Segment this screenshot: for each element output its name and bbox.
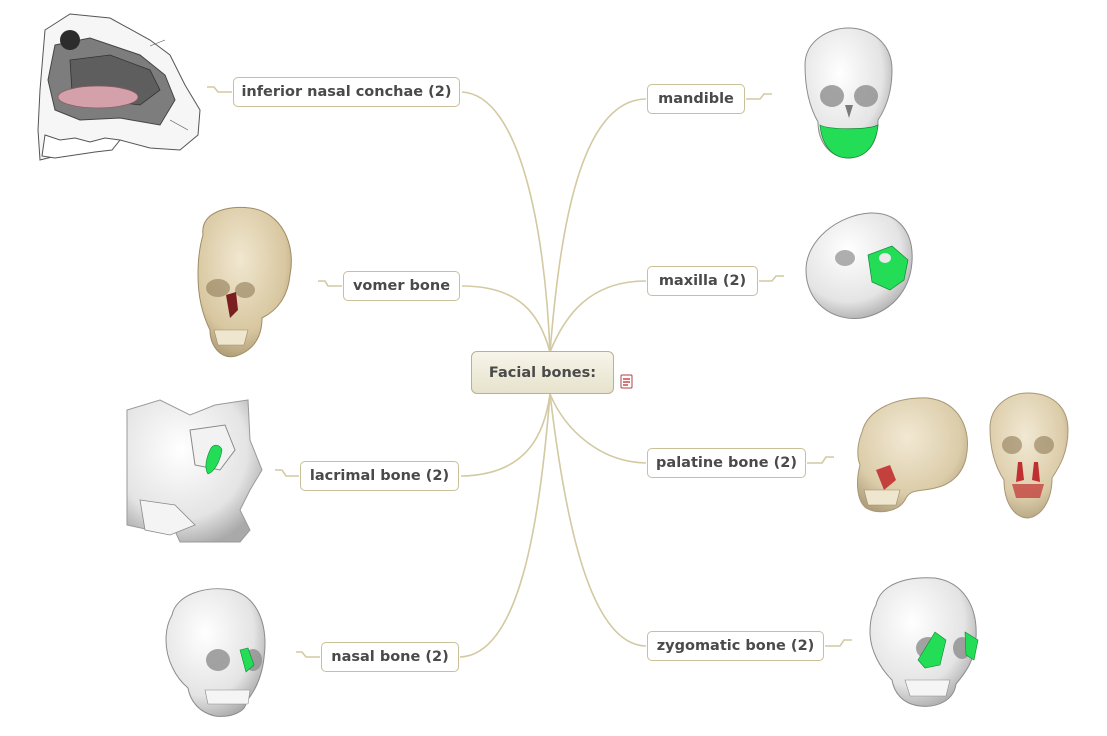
branch-nasal-bone[interactable]: nasal bone (2) [321,642,459,672]
branch-label: maxilla (2) [658,273,747,289]
maxilla-skull-image [805,212,913,319]
vomer-skull-image [197,206,292,358]
branch-label: mandible [658,91,734,107]
branch-palatine-bone[interactable]: palatine bone (2) [647,448,806,478]
branch-maxilla[interactable]: maxilla (2) [647,266,758,296]
branch-label: lacrimal bone (2) [309,468,450,484]
central-topic-label: Facial bones: [488,364,597,381]
branch-label: palatine bone (2) [656,455,797,471]
branch-inferior-nasal-conchae[interactable]: inferior nasal conchae (2) [233,77,460,107]
branch-label: nasal bone (2) [331,649,449,665]
nasal-bone-skull-image [165,588,266,717]
lacrimal-closeup-image [126,399,263,543]
branch-vomer-bone[interactable]: vomer bone [343,271,460,301]
zygomatic-skull-image [869,577,979,707]
central-topic[interactable]: Facial bones: [471,351,614,394]
branch-lacrimal-bone[interactable]: lacrimal bone (2) [300,461,459,491]
attachment-icon[interactable] [620,374,633,389]
palatine-front-skull-image [989,392,1069,519]
branch-mandible[interactable]: mandible [647,84,745,114]
branch-label: inferior nasal conchae (2) [241,84,452,100]
nasal-conchae-illustration [37,13,201,161]
connector-lines [207,86,852,658]
mandible-skull-image [804,27,893,159]
branch-label: vomer bone [352,278,451,294]
palatine-side-skull-image [857,397,968,513]
branch-label: zygomatic bone (2) [656,638,815,654]
branch-zygomatic-bone[interactable]: zygomatic bone (2) [647,631,824,661]
